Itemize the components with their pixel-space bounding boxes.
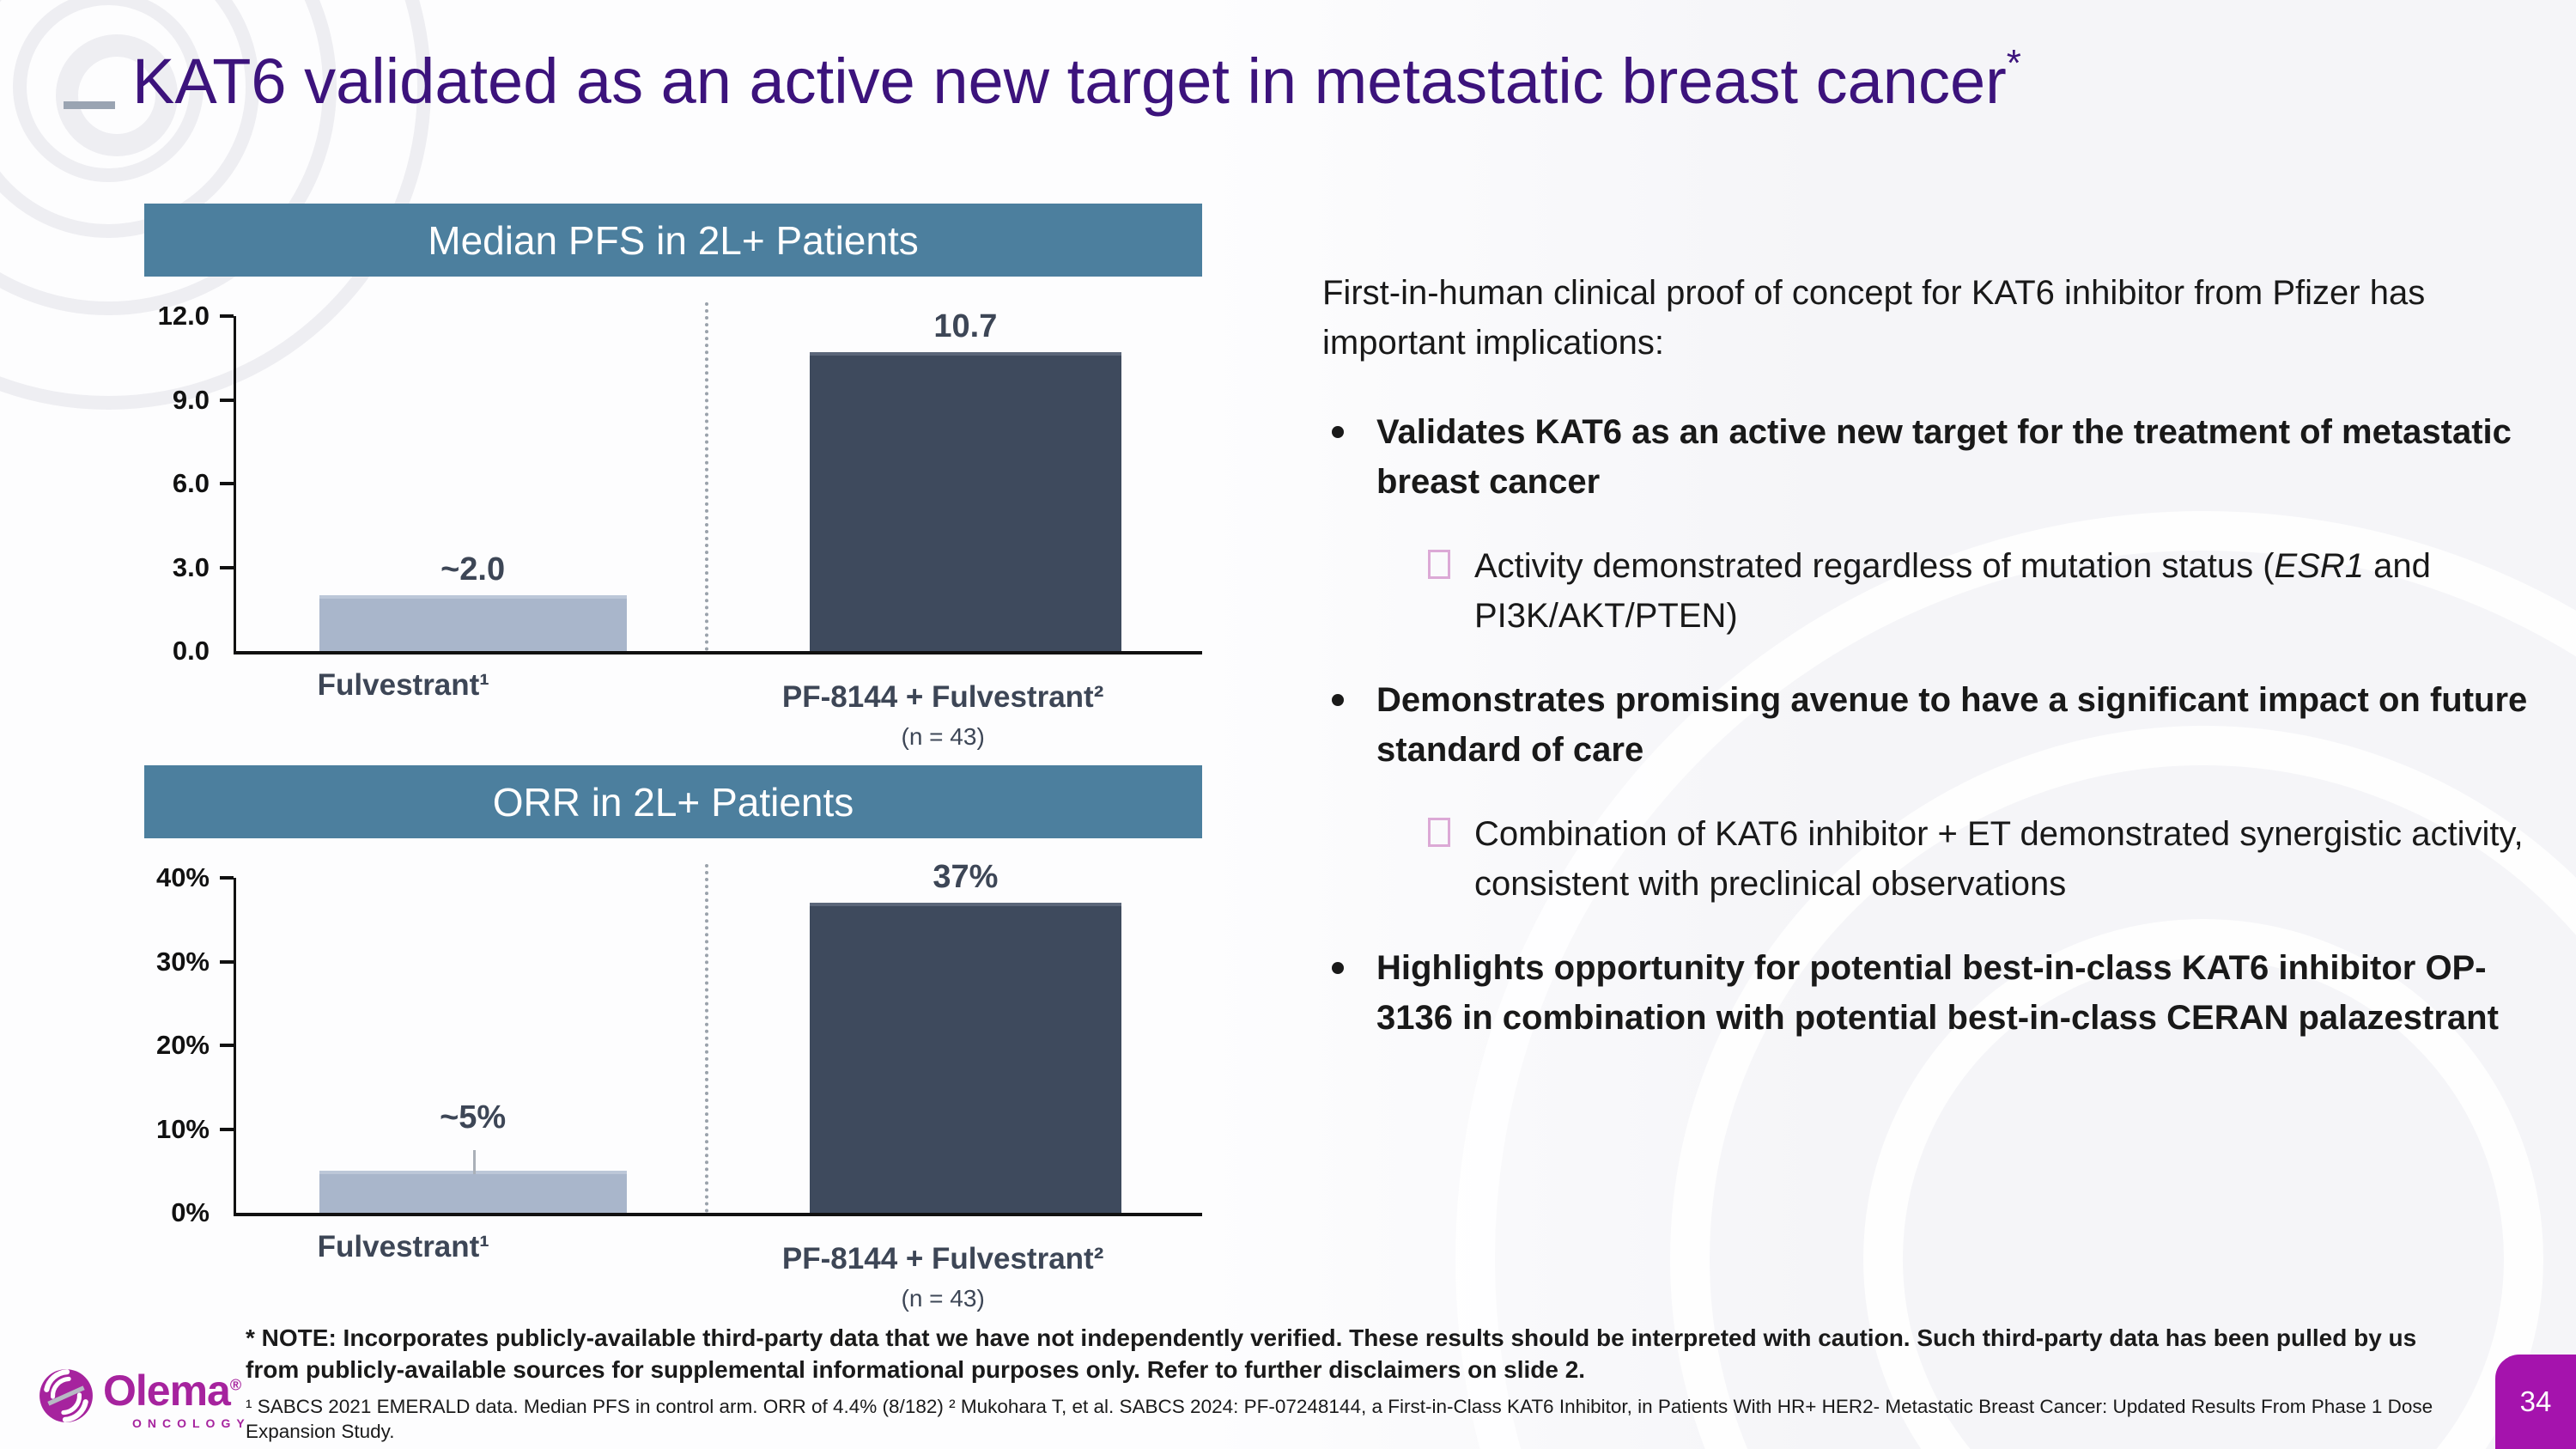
sample-size-label: (n = 43) [901, 1285, 985, 1312]
x-label-text: Fulvestrant¹ [317, 1230, 489, 1263]
references: ¹ SABCS 2021 EMERALD data. Median PFS in… [246, 1395, 2433, 1442]
bullet-text: Validates KAT6 as an active new target f… [1376, 413, 2512, 501]
bar-pf8144-fulvestrant: 10.7 [810, 308, 1121, 651]
checkbox-icon [1428, 818, 1450, 847]
x-label-text: PF-8144 + Fulvestrant² [781, 1242, 1104, 1275]
olema-logo: Olema® ONCOLOGY [38, 1367, 251, 1430]
bullet-validates-kat6: Validates KAT6 as an active new target f… [1322, 407, 2554, 507]
olema-logo-icon [39, 1369, 93, 1422]
x-axis-labels: Fulvestrant¹ PF-8144 + Fulvestrant² (n =… [144, 654, 1202, 775]
plot-area: ~5% 37% [234, 859, 1202, 1216]
label-leader-line [472, 1150, 476, 1175]
sub-bullet-activity: Activity demonstrated regardless of muta… [1428, 541, 2554, 641]
sub-bullet-combination: Combination of KAT6 inhibitor + ET demon… [1428, 809, 2554, 909]
chart-median-pfs: Median PFS in 2L+ Patients 12.0 9.0 6.0 … [144, 204, 1202, 775]
key-implications-panel: First-in-human clinical proof of concept… [1322, 268, 2554, 1077]
dotted-divider [704, 864, 708, 1213]
sub-bullet-text: Combination of KAT6 inhibitor + ET demon… [1474, 815, 2524, 903]
sub-bullet-text-pre: Activity demonstrated regardless of muta… [1474, 547, 2275, 585]
page-number-badge: 34 [2495, 1355, 2576, 1449]
x-label-pf8144: PF-8144 + Fulvestrant² (n = 43) [773, 1242, 1114, 1312]
dotted-divider [704, 302, 708, 651]
chart-plot-body: 40% 30% 20% 10% 0% ~5% 37% [144, 859, 1202, 1227]
x-label-text: Fulvestrant¹ [317, 668, 489, 702]
chart-title: Median PFS in 2L+ Patients [144, 204, 1202, 277]
bullet-text: Demonstrates promising avenue to have a … [1376, 681, 2528, 769]
y-tick-label: 40% [155, 862, 210, 892]
y-tick-label: 10% [155, 1113, 210, 1144]
bullet-dot-icon [1332, 426, 1344, 438]
y-tick-mark [220, 1044, 234, 1047]
bar-value-label: ~5% [440, 1099, 507, 1136]
chart-plot-body: 12.0 9.0 6.0 3.0 0.0 ~2.0 10.7 [144, 301, 1202, 666]
background-ring [0, 0, 259, 238]
registered-mark: ® [229, 1376, 241, 1394]
page-title-text: KAT6 validated as an active new target i… [132, 46, 2007, 117]
bar-value-label: ~2.0 [440, 551, 506, 588]
bullet-demonstrates-avenue: Demonstrates promising avenue to have a … [1322, 675, 2554, 775]
sub-bullet-text-italic: ESR1 [2274, 547, 2365, 585]
x-label-fulvestrant: Fulvestrant¹ [235, 668, 572, 703]
y-tick-label: 12.0 [157, 301, 210, 331]
y-tick-mark [220, 565, 234, 569]
brand-text: Olema [103, 1367, 231, 1415]
bar-pf8144-fulvestrant: 37% [810, 859, 1121, 1213]
bullet-dot-icon [1332, 694, 1344, 706]
y-tick-mark [220, 398, 234, 402]
y-tick-label: 6.0 [172, 468, 210, 498]
bullet-dot-icon [1332, 962, 1344, 974]
y-axis: 40% 30% 20% 10% 0% [144, 862, 234, 1227]
note-disclaimer: * NOTE: Incorporates publicly-available … [246, 1324, 2417, 1383]
olema-tagline: ONCOLOGY [132, 1416, 251, 1430]
title-dash [64, 101, 115, 109]
page-title: KAT6 validated as an active new target i… [132, 42, 2021, 118]
y-tick-label: 9.0 [172, 384, 210, 415]
y-tick-mark [220, 1127, 234, 1131]
page-number: 34 [2519, 1385, 2552, 1417]
bullet-text: Highlights opportunity for potential bes… [1376, 949, 2499, 1037]
y-tick-label: 0.0 [172, 636, 210, 666]
x-label-text: PF-8144 + Fulvestrant² [781, 680, 1104, 714]
y-tick-mark [220, 482, 234, 485]
sub-bullet-text-post: and PI3K/AKT/PTEN) [1474, 547, 2431, 635]
x-label-pf8144: PF-8144 + Fulvestrant² (n = 43) [773, 680, 1114, 751]
bar-value-label: 37% [933, 859, 999, 896]
y-tick-label: 0% [171, 1197, 210, 1227]
bar-value-label: 10.7 [933, 308, 998, 345]
chart-orr: ORR in 2L+ Patients 40% 30% 20% 10% 0% ~… [144, 765, 1202, 1336]
y-tick-label: 30% [155, 946, 210, 977]
olema-brand-name: Olema® [103, 1367, 251, 1415]
y-tick-mark [220, 314, 234, 318]
intro-text: First-in-human clinical proof of concept… [1322, 274, 2426, 362]
footnotes: * NOTE: Incorporates publicly-available … [246, 1323, 2466, 1449]
bar-fulvestrant: ~5% [319, 1099, 627, 1213]
sample-size-label: (n = 43) [901, 723, 985, 750]
checkbox-icon [1428, 550, 1450, 579]
plot-area: ~2.0 10.7 [234, 302, 1202, 654]
y-axis: 12.0 9.0 6.0 3.0 0.0 [144, 301, 234, 666]
sub-bullet-text: Activity demonstrated regardless of muta… [1474, 541, 2554, 641]
bar-fulvestrant: ~2.0 [319, 551, 627, 651]
y-tick-mark [220, 959, 234, 964]
x-axis-labels: Fulvestrant¹ PF-8144 + Fulvestrant² (n =… [144, 1216, 1202, 1336]
title-asterisk: * [2006, 42, 2021, 85]
x-label-fulvestrant: Fulvestrant¹ [235, 1230, 572, 1264]
olema-logo-text: Olema® ONCOLOGY [103, 1367, 251, 1431]
y-tick-mark [220, 876, 234, 880]
bullet-highlights-opportunity: Highlights opportunity for potential bes… [1322, 943, 2554, 1043]
y-tick-label: 20% [155, 1030, 210, 1060]
y-tick-label: 3.0 [172, 551, 210, 582]
chart-title: ORR in 2L+ Patients [144, 765, 1202, 838]
